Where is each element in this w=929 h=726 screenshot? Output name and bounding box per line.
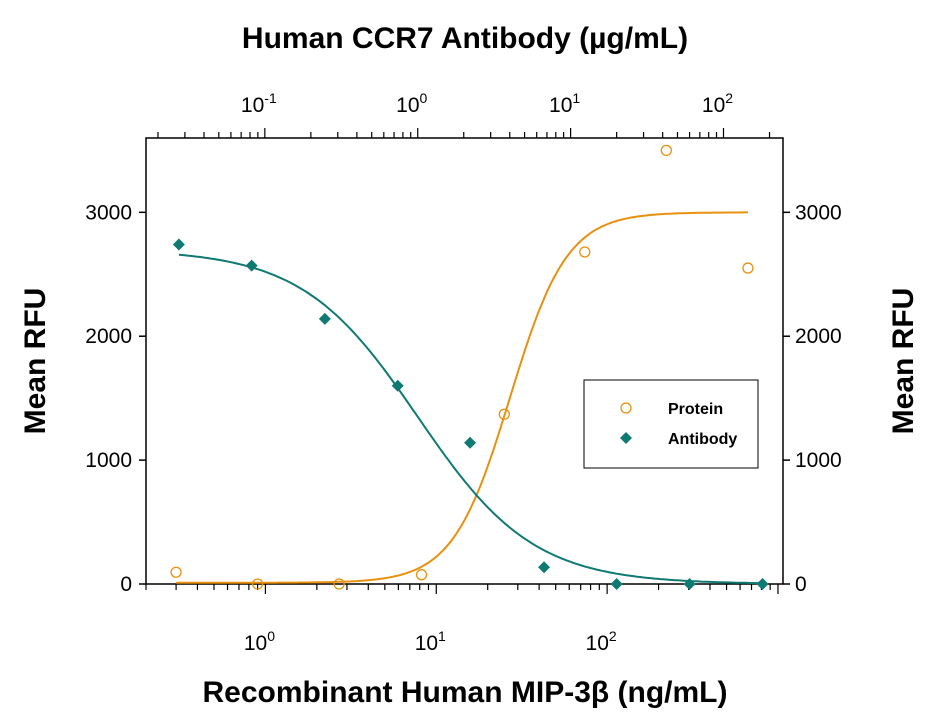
x-axis-tick-label: 102 <box>586 628 617 655</box>
data-point-protein <box>498 408 510 420</box>
x-axis-tick-label: 101 <box>415 628 446 655</box>
x2-axis-tick-label: 10-1 <box>241 90 277 117</box>
y-tick-label-left: 3000 <box>85 201 132 224</box>
data-point-antibody <box>538 561 551 574</box>
y-tick-label-right: 0 <box>795 573 807 596</box>
y-tick-label-left: 0 <box>120 573 132 596</box>
data-point-protein <box>660 144 672 157</box>
data-point-antibody <box>391 379 404 392</box>
y-tick-label-right: 1000 <box>795 449 842 472</box>
legend-antibody-marker <box>620 432 632 444</box>
y-axis-label-left: Mean RFU <box>19 288 52 435</box>
fit-curve-protein <box>176 211 748 584</box>
legend-box <box>583 379 759 469</box>
y-tick-label-left: 2000 <box>85 325 132 348</box>
x-axis-label: Recombinant Human MIP-3β (ng/mL) <box>203 676 728 709</box>
data-point-protein <box>333 578 345 590</box>
data-point-protein <box>170 566 182 578</box>
y-tick-label-right: 3000 <box>795 201 842 224</box>
fit-curve-antibody <box>178 253 763 585</box>
data-point-antibody <box>610 578 623 590</box>
y-tick-label-left: 1000 <box>85 449 132 472</box>
data-point-protein <box>579 246 591 258</box>
y-tick-label-right: 2000 <box>795 325 842 348</box>
data-point-antibody <box>245 259 258 272</box>
data-point-protein <box>742 262 754 274</box>
plot-frame <box>145 137 784 585</box>
data-point-antibody <box>318 312 331 325</box>
x2-axis-tick-label: 102 <box>702 90 733 117</box>
data-point-antibody <box>464 436 477 449</box>
y-axis-label-right: Mean RFU <box>887 288 920 435</box>
x2-axis-tick-label: 100 <box>396 90 427 117</box>
legend-protein-marker <box>620 402 632 414</box>
legend-antibody-label: Antibody <box>668 431 737 448</box>
data-point-antibody <box>172 238 185 251</box>
x-axis-tick-label: 100 <box>244 628 275 655</box>
data-point-protein <box>251 578 264 590</box>
data-point-antibody <box>683 578 696 590</box>
legend: Protein Antibody <box>583 379 759 469</box>
data-point-antibody <box>756 578 769 590</box>
chart-title: Human CCR7 Antibody (µg/mL) <box>242 22 688 55</box>
x2-axis-tick-label: 101 <box>549 90 580 117</box>
data-point-protein <box>415 569 428 581</box>
legend-protein-label: Protein <box>668 401 723 418</box>
